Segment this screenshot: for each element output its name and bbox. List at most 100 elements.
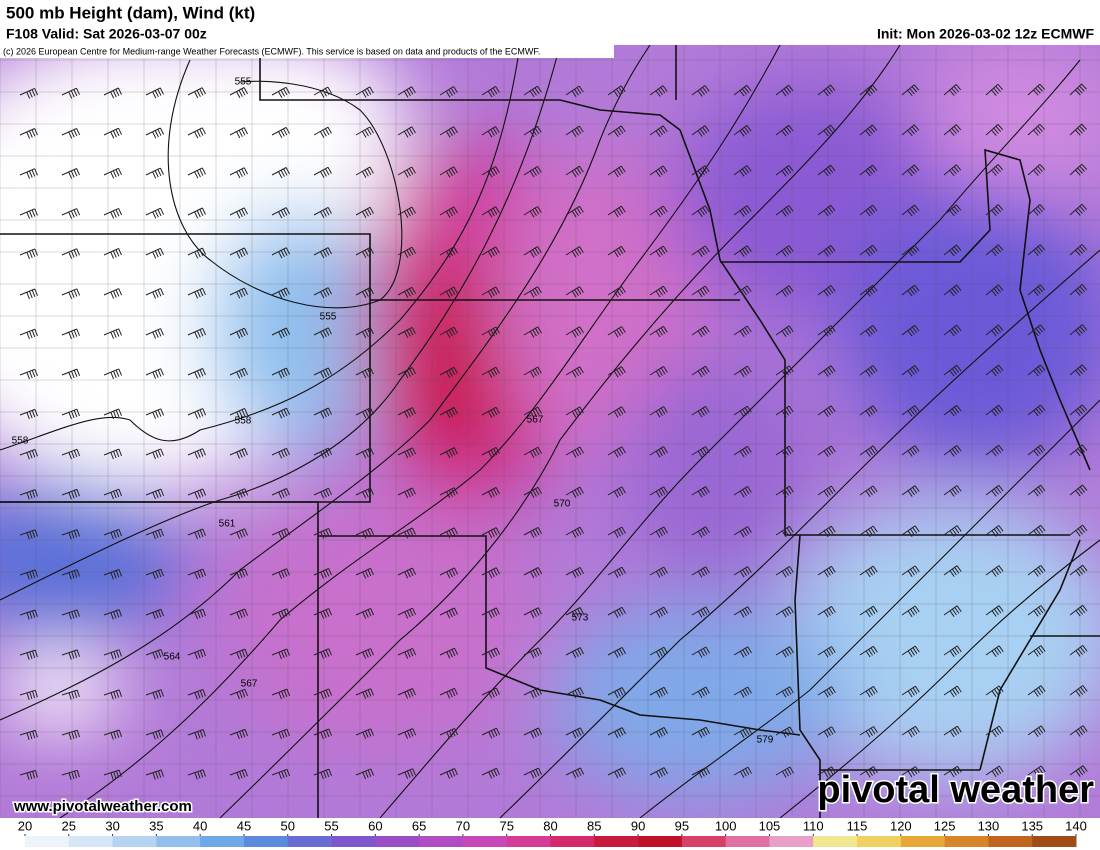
wind-barb <box>565 125 584 138</box>
wind-barb <box>61 569 80 580</box>
wind-barb <box>649 726 668 739</box>
wind-barb <box>817 646 836 658</box>
contour-label: 561 <box>219 519 236 530</box>
brand-logo: pivotal weather <box>817 769 1094 811</box>
wind-barb <box>523 165 542 178</box>
wind-barb <box>565 566 584 579</box>
wind-barb <box>817 365 836 377</box>
wind-barb <box>1069 364 1088 377</box>
wind-barb <box>103 769 122 780</box>
wind-barb <box>985 83 1004 96</box>
wind-barb <box>313 247 332 259</box>
wind-barb <box>61 529 80 540</box>
wind-barb <box>901 244 920 257</box>
wind-barb <box>901 766 920 778</box>
wind-barb <box>481 206 500 218</box>
wind-barb <box>691 566 710 578</box>
wind-barb <box>397 688 416 699</box>
wind-barb <box>607 245 626 258</box>
wind-barb <box>61 689 80 700</box>
wind-barb <box>355 447 375 459</box>
wind-barb <box>355 287 374 299</box>
wind-barb <box>271 568 290 579</box>
wind-barb <box>397 246 416 258</box>
wind-barb <box>859 405 878 417</box>
wind-barb <box>481 406 500 418</box>
wind-barb <box>313 287 332 299</box>
wind-barb <box>775 405 794 418</box>
wind-barb <box>523 85 542 98</box>
wind-barb <box>439 86 458 98</box>
wind-barb <box>565 446 584 458</box>
wind-barb <box>187 247 207 259</box>
wind-barb <box>985 164 1004 176</box>
wind-barb <box>187 769 206 780</box>
wind-barb <box>607 366 626 378</box>
wind-barb <box>775 124 794 137</box>
wind-barb <box>691 486 710 498</box>
wind-barb <box>901 445 920 457</box>
wind-barb <box>19 609 38 620</box>
wind-barb <box>733 766 752 778</box>
wind-barb <box>523 767 543 779</box>
wind-barb <box>733 285 752 297</box>
wind-barb <box>817 204 836 217</box>
wind-barb <box>145 207 165 219</box>
wind-barb <box>607 205 626 218</box>
wind-barb <box>523 567 543 579</box>
wind-barb <box>19 288 38 300</box>
wind-barb <box>187 488 207 499</box>
colorbar-tick-label: 40 <box>193 818 207 833</box>
wind-barb <box>565 526 584 538</box>
wind-barb <box>649 205 668 218</box>
contour-label: 558 <box>235 416 252 427</box>
wind-barb <box>313 447 333 459</box>
wind-barb <box>145 287 164 299</box>
wind-barb <box>1069 685 1088 697</box>
wind-barb <box>271 287 290 299</box>
wind-barb <box>607 486 626 498</box>
wind-barb <box>397 607 416 619</box>
wind-barb <box>775 525 794 538</box>
wind-barb <box>1027 324 1046 337</box>
wind-barb <box>61 127 81 139</box>
contour-label: 555 <box>235 77 252 88</box>
wind-barb <box>439 326 458 338</box>
contour-label: 570 <box>554 499 571 510</box>
colorbar-swatch <box>857 836 902 847</box>
wind-barb <box>19 569 38 580</box>
wind-barb <box>103 288 123 299</box>
wind-barb <box>61 448 81 460</box>
colorbar-swatch <box>375 836 420 847</box>
colorbar-swatch <box>725 836 770 847</box>
wind-barb <box>187 448 206 459</box>
wind-barb <box>607 446 626 458</box>
wind-barb <box>439 567 459 579</box>
credit-box <box>0 45 614 58</box>
wind-barb <box>607 526 626 538</box>
wind-barb <box>313 206 332 219</box>
wind-barb <box>271 207 290 219</box>
wind-barb <box>145 689 164 700</box>
wind-barb <box>649 767 668 779</box>
wind-barb <box>1069 524 1088 537</box>
wind-barb <box>691 365 710 378</box>
wind-barb <box>145 528 164 540</box>
wind-barb <box>565 406 584 418</box>
wind-barb <box>943 565 962 577</box>
wind-barb <box>1069 645 1088 657</box>
wind-barb <box>397 647 417 659</box>
wind-barb <box>271 488 290 499</box>
wind-barb <box>943 244 962 257</box>
wind-barb <box>439 166 458 178</box>
wind-barb <box>691 766 710 779</box>
wind-barb <box>313 768 332 780</box>
wind-barb <box>691 125 710 137</box>
wind-barb <box>607 767 627 779</box>
wind-barb <box>439 687 458 699</box>
wind-barb <box>355 607 375 619</box>
wind-barb <box>61 488 80 500</box>
wind-barb <box>565 486 584 498</box>
wind-barb <box>1027 244 1046 257</box>
colorbar-tick-label: 105 <box>759 818 781 833</box>
